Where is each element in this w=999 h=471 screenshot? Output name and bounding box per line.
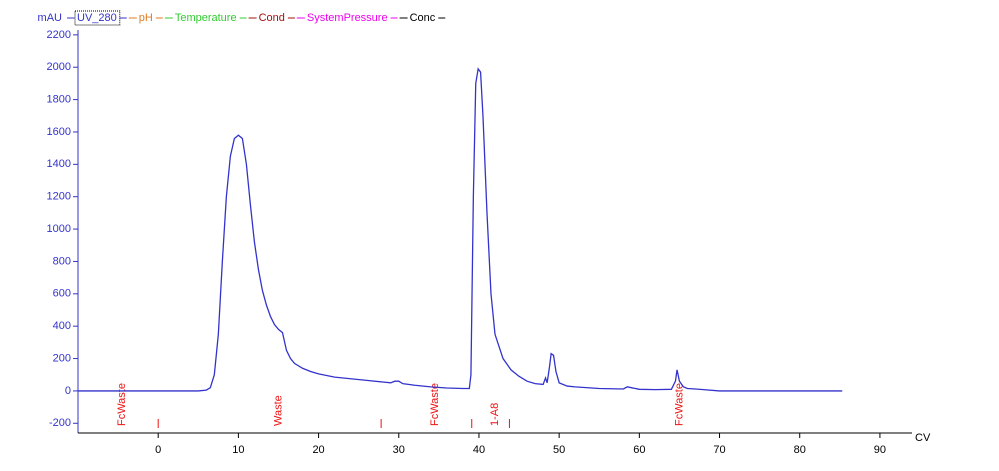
x-tick-label: 70	[713, 444, 725, 456]
y-tick-label: 2000	[47, 61, 71, 73]
fraction-label: 1-A8	[489, 403, 501, 426]
fraction-label: FcWaste	[116, 383, 128, 426]
y-tick-label: 600	[53, 288, 71, 300]
legend-label: Cond	[259, 12, 285, 24]
fraction-label: FcWaste	[429, 383, 441, 426]
x-tick-label: 10	[232, 444, 244, 456]
y-tick-label: 1800	[47, 94, 71, 106]
y-tick-label: 0	[65, 385, 71, 397]
y-tick-label: 200	[53, 352, 71, 364]
legend-label: SystemPressure	[307, 12, 388, 24]
legend-label: UV_280	[77, 12, 117, 24]
x-tick-label: 50	[553, 444, 565, 456]
x-tick-label: 60	[633, 444, 645, 456]
y-unit: mAU	[38, 12, 63, 24]
y-tick-label: 800	[53, 255, 71, 267]
fraction-label: FcWaste	[673, 383, 685, 426]
legend-label: pH	[139, 12, 153, 24]
y-tick-label: 1200	[47, 191, 71, 203]
x-tick-label: 80	[794, 444, 806, 456]
uv-line	[78, 67, 843, 392]
fraction-label: Waste	[272, 395, 284, 426]
x-unit: CV	[915, 432, 931, 444]
x-tick-label: 40	[473, 444, 485, 456]
y-tick-label: 1000	[47, 223, 71, 235]
x-tick-label: 20	[312, 444, 324, 456]
x-tick-label: 0	[155, 444, 161, 456]
y-tick-label: 2200	[47, 29, 71, 41]
legend-label: Conc	[410, 12, 436, 24]
y-tick-label: 1600	[47, 126, 71, 138]
legend-selection	[74, 10, 121, 26]
x-tick-label: 30	[393, 444, 405, 456]
x-tick-label: 90	[874, 444, 886, 456]
y-tick-label: 1400	[47, 158, 71, 170]
y-tick-label: 400	[53, 320, 71, 332]
y-tick-label: -200	[49, 417, 71, 429]
legend-label: Temperature	[175, 12, 237, 24]
